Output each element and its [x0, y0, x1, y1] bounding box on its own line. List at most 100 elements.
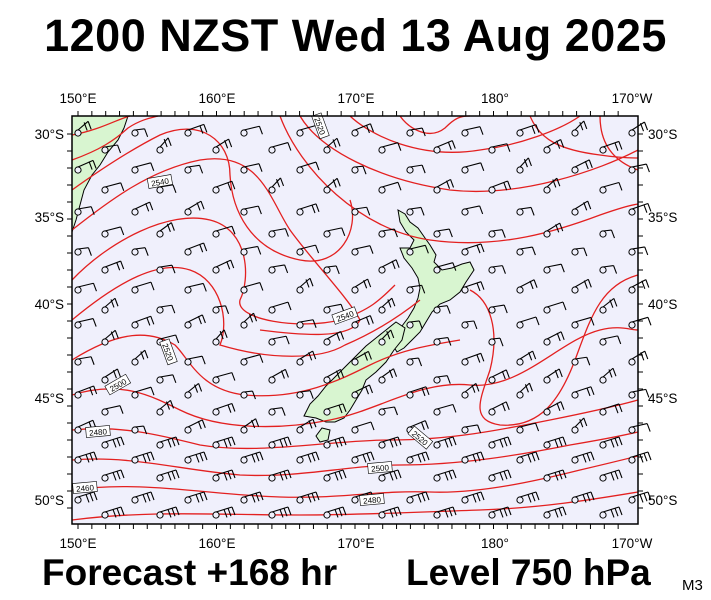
contour-line [71, 128, 354, 262]
contour-label: 2460 [72, 481, 98, 494]
wind-barb [516, 491, 540, 504]
wind-barb [628, 202, 652, 216]
wind-barb [378, 436, 402, 449]
wind-barb [74, 282, 97, 294]
lat-label-right-45s: 45°S [648, 391, 677, 406]
contour-line [299, 115, 639, 193]
wind-barb [406, 386, 430, 399]
wind-barb [516, 382, 533, 399]
wind-barb [433, 469, 457, 482]
stewart-island [315, 427, 331, 443]
wind-barb [184, 242, 208, 256]
wind-barb [571, 491, 595, 504]
wind-barb [351, 451, 375, 464]
lon-label-bottom-160e: 160°E [199, 536, 236, 551]
wind-barb [101, 260, 125, 274]
contour-label: 2540 [146, 174, 173, 189]
wind-barb [543, 506, 567, 519]
wind-barb [240, 163, 263, 174]
lat-label-left-50s: 50°S [35, 493, 64, 508]
wind-barb [351, 123, 374, 137]
wind-barb [156, 374, 177, 384]
wind-barb [268, 506, 292, 519]
wind-barb [543, 401, 565, 416]
wind-barb [131, 281, 155, 294]
wind-barb [101, 405, 124, 416]
wind-barb [212, 329, 228, 346]
wind-barb [131, 247, 149, 256]
wind-barb [516, 422, 540, 434]
wind-barb [323, 137, 341, 154]
wind-barb [406, 320, 423, 330]
wind-barb [184, 164, 204, 174]
wind-barb [240, 312, 258, 329]
wind-barb [268, 177, 285, 194]
wind-barb [156, 304, 176, 314]
wind-barb [240, 451, 264, 464]
wind-barb [156, 137, 172, 154]
wind-barb [268, 368, 289, 384]
wind-barb [378, 368, 398, 384]
model-code-label: M3 [682, 577, 703, 594]
wind-barb [323, 227, 346, 238]
wind-barb [212, 259, 235, 274]
wind-barb [268, 228, 289, 238]
wind-barb [240, 245, 262, 256]
lon-label-top-170e: 170°E [338, 91, 375, 106]
wind-barb [433, 403, 457, 416]
lon-label-bottom-170w: 170°W [612, 536, 653, 551]
wind-barb [323, 506, 347, 519]
wind-barb [101, 226, 125, 238]
wind-barb [406, 284, 426, 294]
wind-barb [378, 259, 400, 274]
north-island [391, 209, 475, 353]
contour-line [71, 266, 421, 357]
wind-barb [378, 228, 398, 238]
wind-barb [488, 304, 508, 314]
lon-label-top-170w: 170°W [612, 91, 653, 106]
wind-barb [156, 436, 180, 449]
wind-barb [212, 138, 233, 154]
lat-label-left-45s: 45°S [35, 391, 64, 406]
wind-barb [323, 436, 347, 449]
wind-barb [599, 229, 615, 239]
wind-barb [406, 127, 426, 137]
wind-barb [543, 222, 564, 238]
wind-barb [184, 355, 206, 366]
wind-barb [516, 350, 537, 366]
forecast-hour-label: Forecast +168 hr [42, 552, 338, 593]
wind-barb [268, 301, 292, 314]
wind-barb [240, 418, 260, 434]
wind-barb [184, 491, 208, 504]
wind-barb [74, 206, 95, 216]
wind-barb [74, 419, 97, 434]
wind-barb [628, 423, 651, 434]
australia-coast [71, 115, 129, 233]
wind-barb [131, 386, 155, 399]
wind-barb [433, 336, 452, 346]
wind-barb [101, 144, 122, 154]
contour-label: 2500 [104, 373, 132, 396]
svg-text:2460: 2460 [76, 483, 95, 494]
wind-barb [74, 491, 98, 504]
wind-barb [156, 399, 175, 416]
wind-barb [599, 403, 623, 416]
wind-barb [351, 245, 374, 256]
wind-barb [323, 177, 341, 194]
wind-barb [628, 316, 652, 329]
wind-barb [516, 124, 540, 137]
wind-barb [131, 201, 154, 216]
wind-barb [74, 451, 98, 464]
wind-barb [461, 162, 485, 174]
wind-barb [378, 142, 402, 154]
wind-barb [488, 143, 511, 154]
wind-barb [571, 356, 591, 366]
wind-barb [240, 125, 263, 137]
wind-barb [296, 491, 320, 504]
wind-barb [74, 159, 97, 174]
wind-barb [433, 506, 457, 519]
wind-barb [351, 206, 371, 216]
wind-barb [406, 357, 423, 367]
wind-barb [543, 368, 563, 384]
